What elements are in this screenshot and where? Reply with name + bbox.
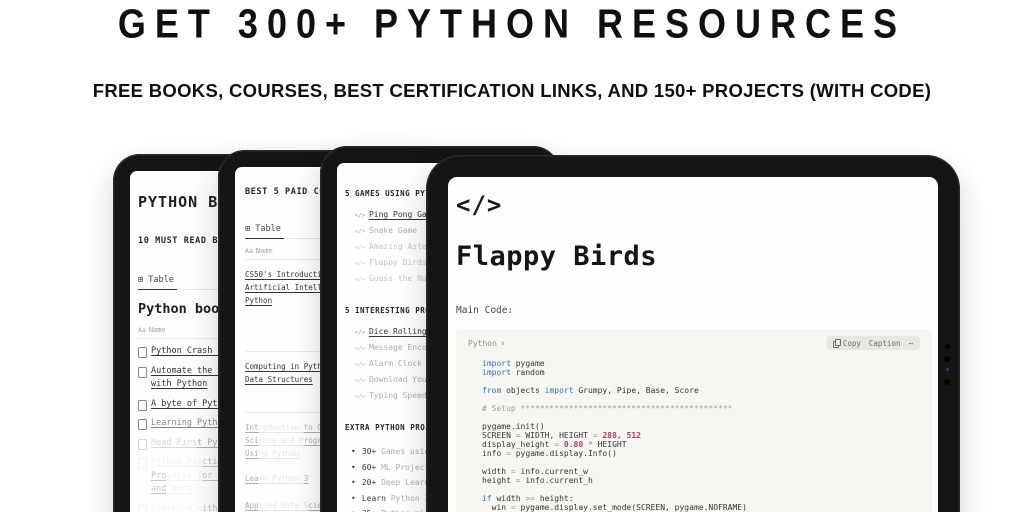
code-block: Python ∨ Copy Caption ⋯ import pygame impo… [456, 329, 932, 512]
project-section-heading: 5 INTERESTING PROJECTS [345, 306, 456, 315]
book-row-link[interactable]: Head First Python [138, 437, 328, 451]
book-row-text: A byte of Python [151, 398, 233, 409]
code-snippet-icon: </> [355, 330, 365, 336]
bullet-icon: • [351, 507, 356, 512]
code-page-icon: </> [456, 191, 503, 219]
bullet-icon: • [351, 478, 356, 487]
tab-table[interactable]: ⊞ Table [138, 275, 177, 290]
camera-dot [945, 344, 950, 349]
page-subtitle: FREE BOOKS, COURSES, BEST CERTIFICATION … [92, 80, 932, 101]
project-link-label: Flappy Birds [368, 258, 427, 267]
book-row-link[interactable]: Python Crash Course [138, 345, 328, 359]
project-section: 5 GAMES USING PYTHON </> Ping Pong Game </>… [345, 189, 541, 287]
project-link-label: Amazing Asteroids [368, 242, 451, 251]
caption-button[interactable]: Caption [868, 338, 901, 348]
page-icon [138, 458, 147, 469]
project-link-label: Guess the Number [368, 274, 446, 283]
extra-project-item: • 30+ Games using Python [351, 445, 541, 458]
project-section-heading: 5 GAMES USING PYTHON [345, 189, 446, 198]
project-link[interactable]: </> Typing Speed Test [355, 389, 541, 404]
bullet-icon: • [351, 493, 356, 503]
page-icon [138, 347, 147, 358]
extra-project-item: • 60+ ML Projects [351, 461, 541, 474]
main-code-label: Main Code: [456, 305, 514, 316]
copy-button[interactable]: Copy [832, 339, 861, 348]
more-button[interactable]: ⋯ [908, 338, 913, 348]
book-row-link[interactable]: Automate the Boring Stuff with Python [138, 365, 328, 392]
book-row-text: Head First Python [151, 437, 238, 448]
code-content: import pygame import random from objects … [482, 359, 747, 512]
code-toolbar: Copy Caption ⋯ [825, 336, 920, 350]
project-link-label: Download YouTube Videos [368, 375, 480, 384]
page-icon [138, 504, 147, 512]
book-row-text: Automate the Boring Stuff with Python [151, 365, 279, 390]
language-selector[interactable]: Python ∨ [468, 338, 505, 348]
books-section-heading: 10 MUST READ BOOKS [138, 236, 241, 246]
extra-project-label: 60+ ML Projects [361, 462, 435, 472]
books-db-title: Python books [138, 301, 236, 317]
extra-project-label: 30+ Games using Python [361, 447, 468, 456]
project-link[interactable]: </> Snake Game [355, 224, 541, 239]
text-type-icon: Aa [138, 326, 146, 334]
extra-projects-heading: EXTRA PYTHON PROJECTS [345, 423, 451, 432]
copy-icon [832, 339, 842, 348]
book-row-text: Learning Python [151, 418, 228, 428]
project-link-label: Dice Rolling Simulator [368, 327, 475, 336]
page-title: GET 300+ PYTHON RESOURCES [117, 0, 907, 47]
table-icon: ⊞ [245, 224, 251, 234]
page-icon [138, 366, 147, 378]
project-link[interactable]: </> Guess the Number [355, 272, 541, 287]
courses-page-title: BEST 5 PAID COURSES [245, 187, 354, 197]
project-link[interactable]: </> Dice Rolling Simulator [355, 325, 541, 340]
project-sections: 5 GAMES USING PYTHON </> Ping Pong Game </>… [345, 189, 541, 404]
book-row-link[interactable]: Learning Python [138, 417, 328, 431]
camera-dot [946, 368, 949, 371]
page-icon [138, 419, 147, 430]
code-snippet-icon: </> [355, 261, 365, 267]
page-icon [138, 399, 147, 411]
project-link-label: Alarm Clock with GUI [368, 359, 466, 368]
text-type-icon: Aa [245, 247, 253, 255]
bullet-icon: • [351, 447, 356, 456]
camera-dot [944, 356, 950, 362]
project-link[interactable]: </> Flappy Birds [355, 256, 541, 271]
project-link-label: Message Encode Decode [368, 343, 471, 352]
code-page-title: Flappy Birds [456, 241, 658, 272]
code-snippet-icon: </> [355, 394, 365, 400]
tablet-code-screen: </> Flappy Birds Main Code: Python ∨ Copy… [448, 177, 938, 512]
code-snippet-icon: </> [355, 245, 365, 251]
project-link[interactable]: </> Download YouTube Videos [355, 373, 541, 388]
page-icon [138, 438, 147, 450]
project-link[interactable]: </> Amazing Asteroids [355, 240, 541, 255]
chevron-down-icon: ∨ [500, 339, 505, 347]
code-snippet-icon: </> [355, 362, 365, 368]
code-snippet-icon: </> [355, 346, 365, 352]
bullet-icon: • [351, 462, 356, 472]
book-row-link[interactable]: A byte of Python [138, 398, 328, 412]
project-link-label: Typing Speed Test [368, 391, 451, 400]
project-link-label: Ping Pong Game [368, 210, 437, 219]
project-link[interactable]: </> Alarm Clock with GUI [355, 357, 541, 372]
tablet-code: </> Flappy Birds Main Code: Python ∨ Copy… [426, 155, 960, 512]
project-link[interactable]: </> Message Encode Decode [355, 341, 541, 356]
code-snippet-icon: </> [355, 213, 365, 219]
code-snippet-icon: </> [355, 378, 365, 384]
camera-dot [944, 379, 950, 385]
book-row-text: Python Crash Course [151, 346, 249, 356]
code-snippet-icon: </> [355, 277, 365, 283]
project-link-label: Snake Game [368, 226, 418, 235]
course-row-link[interactable]: Learn Python 3 [245, 474, 309, 483]
tab-table[interactable]: ⊞ Table [245, 224, 284, 239]
project-link[interactable]: </> Ping Pong Game [355, 208, 541, 223]
table-icon: ⊞ [138, 275, 144, 285]
project-section: 5 INTERESTING PROJECTS </> Dice Rolling Si… [345, 306, 541, 404]
code-snippet-icon: </> [355, 229, 365, 235]
